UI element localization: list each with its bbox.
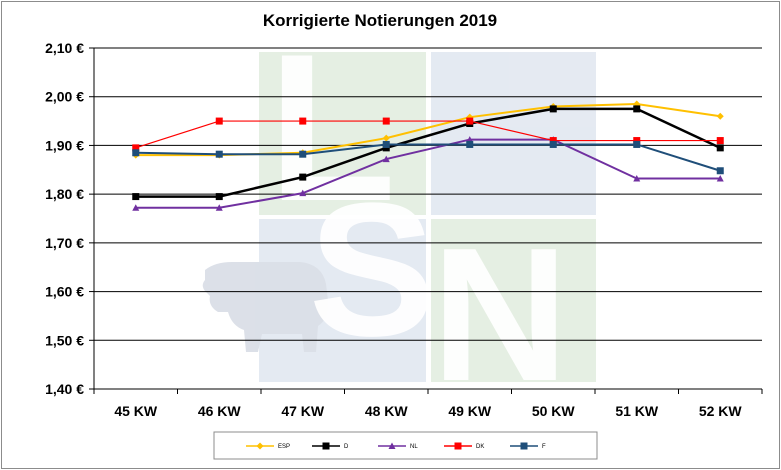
series-dk-point xyxy=(633,137,641,145)
legend-f-label: F xyxy=(542,444,546,450)
legend-dk-label: DK xyxy=(476,444,484,450)
series-esp-line xyxy=(135,103,721,157)
series-esp-point xyxy=(382,134,390,142)
series-d-point xyxy=(215,193,223,201)
watermark-letter-n: N xyxy=(431,209,568,421)
series-lines xyxy=(132,100,724,211)
series-f-point xyxy=(466,140,474,148)
series-nl-line xyxy=(135,138,721,209)
y-tick-label: 1,40 € xyxy=(45,381,84,397)
y-tick-label: 2,00 € xyxy=(45,89,84,105)
x-tick-label: 52 KW xyxy=(699,403,743,419)
legend: ESP D NL DK F xyxy=(213,431,598,460)
series-dk-line xyxy=(135,120,721,149)
x-axis-ticks: 45 KW 46 KW 47 KW 48 KW 49 KW 50 KW 51 KW 52 KW xyxy=(93,389,763,419)
series-dk-point xyxy=(716,137,724,145)
series-d-point xyxy=(549,105,557,113)
legend-f-point xyxy=(520,442,528,450)
y-tick-label: 2,10 € xyxy=(45,40,84,56)
series-dk-point xyxy=(132,144,140,152)
series-f-line xyxy=(135,143,721,172)
legend-nl: NL xyxy=(378,442,418,450)
legend-d-label: D xyxy=(344,444,349,450)
series-f-point xyxy=(299,150,307,158)
series-nl-point xyxy=(633,175,641,182)
x-tick-label: 45 KW xyxy=(114,403,158,419)
series-f-point xyxy=(382,140,390,148)
x-tick-label: 47 KW xyxy=(281,403,325,419)
series-f xyxy=(132,140,724,175)
series-d-point xyxy=(633,105,641,113)
legend-esp: ESP xyxy=(246,442,290,450)
series-f-point xyxy=(132,149,140,157)
series-dk-point xyxy=(382,117,390,125)
x-tick-label: 49 KW xyxy=(448,403,492,419)
series-d-point xyxy=(716,144,724,152)
y-axis-ticks: 1,40 € 1,50 € 1,60 € 1,70 € 1,80 € 1,90 € 2,00… xyxy=(45,40,94,397)
legend-esp-point xyxy=(256,442,264,450)
x-tick-label: 48 KW xyxy=(365,403,409,419)
series-d-point xyxy=(299,173,307,181)
series-f-point xyxy=(716,167,724,175)
series-f-point xyxy=(215,150,223,158)
y-tick-label: 1,50 € xyxy=(45,332,84,348)
axes xyxy=(93,48,762,390)
watermark-logo: L S N xyxy=(202,10,596,421)
y-tick-label: 1,80 € xyxy=(45,186,84,202)
x-tick-label: 50 KW xyxy=(532,403,576,419)
legend-nl-point xyxy=(388,442,396,449)
series-dk-point xyxy=(466,117,474,125)
series-nl-point xyxy=(716,175,724,182)
legend-d-point xyxy=(322,442,330,450)
legend-dk-point xyxy=(454,442,462,450)
series-dk-point xyxy=(215,117,223,125)
series-nl-point xyxy=(132,204,140,211)
series-dk-point xyxy=(299,117,307,125)
legend-dk: DK xyxy=(444,442,484,450)
x-tick-label: 46 KW xyxy=(198,403,242,419)
series-nl-point xyxy=(215,204,223,211)
y-tick-label: 1,60 € xyxy=(45,284,84,300)
legend-f: F xyxy=(510,442,546,450)
y-tick-label: 1,70 € xyxy=(45,235,84,251)
series-esp-point xyxy=(716,112,724,120)
x-tick-label: 51 KW xyxy=(615,403,659,419)
legend-d: D xyxy=(312,442,349,450)
series-d-point xyxy=(132,193,140,201)
chart-title: Korrigierte Notierungen 2019 xyxy=(263,11,497,30)
series-dk xyxy=(132,117,724,152)
watermark-letter-s: S xyxy=(309,164,436,376)
series-d-line xyxy=(135,107,721,198)
series-f-point xyxy=(633,140,641,148)
series-nl-point xyxy=(299,189,307,197)
series-dk-point xyxy=(549,137,557,145)
y-tick-label: 1,90 € xyxy=(45,137,84,153)
series-f-point xyxy=(549,140,557,148)
legend-esp-label: ESP xyxy=(278,444,290,450)
series-nl-point xyxy=(382,155,390,163)
legend-nl-label: NL xyxy=(410,444,418,450)
watermark-letter-l: L xyxy=(268,10,396,245)
